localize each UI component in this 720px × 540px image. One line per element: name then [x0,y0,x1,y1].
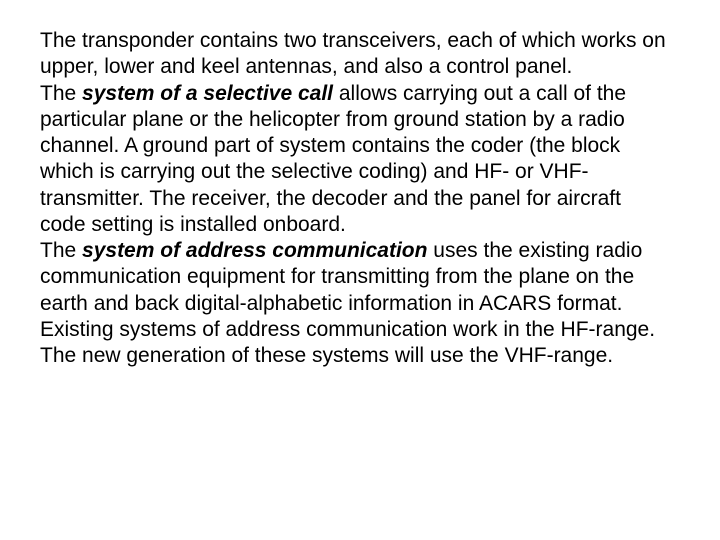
paragraph-2-prefix: The [40,82,82,105]
paragraph-3-prefix: The [40,239,82,262]
body-text: The transponder contains two transceiver… [40,28,672,369]
paragraph-2-bold: system of a selective call [82,82,333,105]
paragraph-1: The transponder contains two transceiver… [40,29,666,78]
paragraph-3-bold: system of address communication [82,239,427,262]
document-page: The transponder contains two transceiver… [0,0,720,540]
